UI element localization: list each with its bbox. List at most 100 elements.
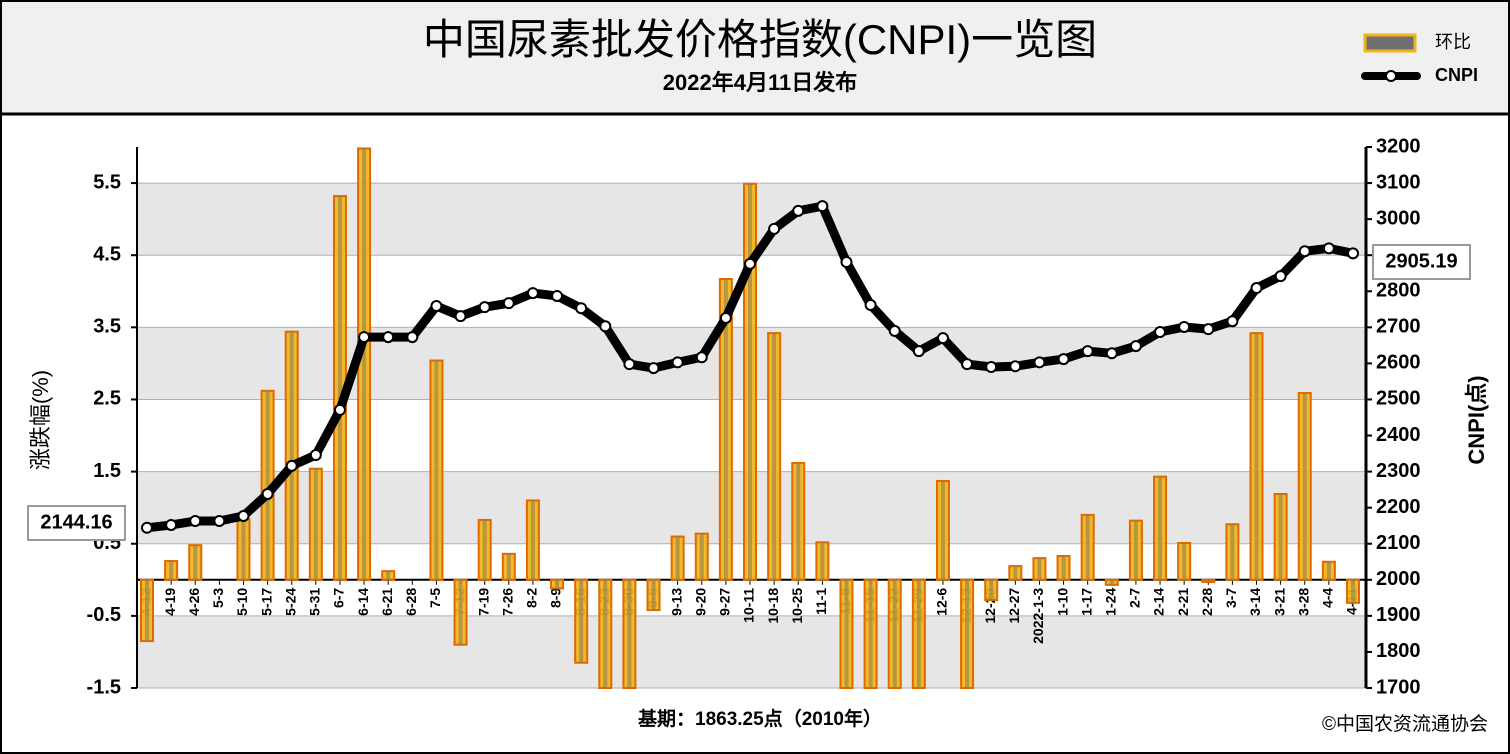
bar-core	[386, 571, 391, 580]
x-tick-label: 2022-1-3	[1030, 588, 1046, 644]
line-marker	[1033, 356, 1046, 369]
bar-core	[434, 360, 439, 580]
line-marker	[912, 345, 925, 358]
bar-core	[651, 579, 656, 611]
x-tick-label: 7-5	[427, 588, 443, 608]
x-tick-label: 7-19	[475, 588, 491, 616]
y2-tick-label: 2500	[1376, 388, 1421, 410]
y2-tick-label: 2400	[1376, 424, 1421, 446]
line-marker	[333, 403, 346, 416]
bar-core	[1061, 555, 1066, 580]
value-label-box	[27, 505, 126, 541]
bar-core	[482, 519, 487, 580]
bar-core	[699, 533, 704, 580]
bar-core	[169, 561, 174, 580]
line-marker	[719, 311, 732, 324]
bar-core	[241, 519, 246, 580]
line-marker	[695, 351, 708, 364]
bar-core	[796, 462, 801, 580]
bar-core	[723, 279, 728, 580]
bar-core	[1302, 392, 1307, 580]
x-tick-label: 3-28	[1295, 588, 1311, 616]
line-marker	[454, 310, 467, 323]
x-tick-label: 3-7	[1223, 588, 1239, 608]
bar-core	[1037, 558, 1042, 580]
line-marker	[623, 358, 636, 371]
bar-core	[145, 579, 149, 642]
line-marker	[1347, 247, 1359, 260]
line-marker	[189, 515, 202, 528]
bar-core	[892, 579, 897, 688]
line-marker	[526, 287, 539, 300]
line-marker	[1298, 245, 1311, 258]
value-label: 2144.16	[40, 511, 112, 533]
line-marker	[430, 300, 443, 313]
bar-core	[772, 333, 777, 580]
bar-core	[313, 468, 318, 580]
line-marker	[1178, 320, 1191, 333]
x-tick-label: 9-13	[668, 588, 684, 616]
x-tick-label: 5-3	[210, 588, 226, 608]
bar-core	[1230, 524, 1235, 580]
x-tick-label: 2-28	[1199, 588, 1215, 616]
chart-title: 中国尿素批发价格指数(CNPI)一览图	[423, 16, 1097, 63]
line-marker	[237, 509, 250, 522]
header-bg	[2, 2, 1508, 113]
bar-core	[1326, 561, 1331, 580]
y2-tick-label: 2300	[1376, 460, 1421, 482]
line-marker	[864, 298, 877, 311]
line-marker	[285, 459, 298, 472]
line-marker	[478, 301, 491, 314]
bar-core	[989, 579, 994, 600]
bar-core	[1278, 493, 1283, 580]
bar-core	[458, 579, 463, 645]
line-marker	[1154, 326, 1167, 339]
source: ©中国农资流通协会	[1322, 713, 1488, 735]
line-marker	[792, 204, 805, 217]
legend-label: 环比	[1435, 32, 1471, 52]
line-marker	[1105, 347, 1118, 360]
x-tick-label: 3-14	[1247, 588, 1263, 616]
x-tick-label: 5-17	[258, 588, 274, 616]
x-tick-label: 11-1	[813, 588, 829, 615]
line-marker	[309, 449, 322, 462]
y-tick-label: -0.5	[87, 604, 121, 626]
y2-tick-label: 2800	[1376, 280, 1421, 302]
x-tick-label: 12-6	[934, 588, 950, 616]
x-tick-label: 6-28	[403, 588, 419, 616]
line-marker	[502, 297, 515, 310]
value-label-box	[1372, 244, 1471, 280]
line-marker	[1129, 340, 1142, 353]
bar-core	[1133, 520, 1138, 580]
line-marker	[1226, 315, 1239, 328]
bar-core	[265, 390, 270, 580]
x-tick-label: 1-24	[1103, 588, 1119, 616]
line-marker	[961, 358, 974, 371]
x-tick-label: 10-25	[789, 588, 805, 624]
line-marker	[261, 487, 274, 500]
x-tick-label: 3-21	[1271, 588, 1287, 616]
y2-tick-label: 3200	[1376, 135, 1421, 157]
y2-tick-label: 1800	[1376, 640, 1421, 662]
x-tick-label: 2-7	[1127, 588, 1143, 608]
x-tick-label: 8-9	[548, 588, 564, 608]
y2-axis-label: CNPI(点)	[1464, 375, 1489, 464]
y2-tick-label: 2600	[1376, 352, 1421, 374]
line-marker	[1202, 323, 1215, 336]
x-tick-label: 2-14	[1151, 588, 1167, 616]
x-tick-label: 10-11	[741, 588, 757, 623]
x-tick-label: 6-21	[379, 588, 395, 616]
bar-core	[916, 579, 921, 688]
bar-core	[289, 331, 294, 580]
bar-core	[1351, 579, 1355, 603]
y-tick-label: 2.5	[93, 388, 121, 410]
line-marker	[1081, 345, 1094, 358]
x-tick-label: 2-21	[1175, 588, 1191, 616]
bar-core	[337, 196, 342, 580]
x-tick-label: 10-18	[765, 588, 781, 624]
x-tick-label: 4-4	[1320, 588, 1336, 608]
y2-tick-label: 2000	[1376, 568, 1421, 590]
line-marker	[1057, 353, 1070, 366]
bar-core	[965, 579, 970, 688]
